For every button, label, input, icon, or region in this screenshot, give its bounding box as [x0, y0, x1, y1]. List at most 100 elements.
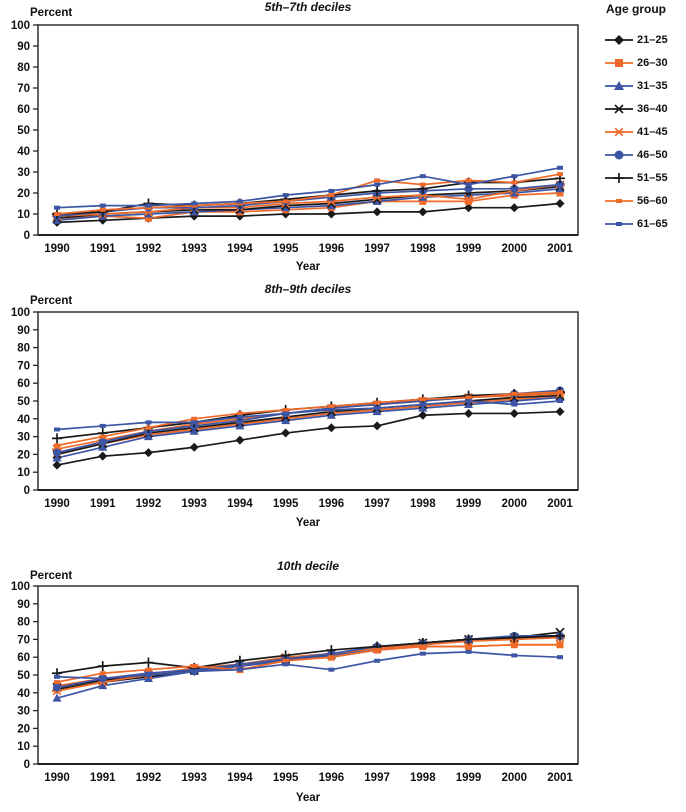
legend-item-label: 41–45	[637, 126, 668, 138]
data-point-diamond-marker	[464, 203, 474, 213]
y-tick-label: 30	[17, 432, 30, 444]
x-tick-label: 1998	[410, 772, 436, 784]
series-line	[56, 643, 560, 683]
y-tick-label: 10	[17, 741, 30, 753]
x-axis-label: Year	[295, 792, 321, 804]
x-tick-label: 1996	[319, 498, 345, 510]
series-dash	[54, 642, 563, 685]
data-point-square-marker	[556, 189, 564, 197]
x-tick-label: 1993	[181, 498, 207, 510]
x-tick-label: 1994	[227, 243, 253, 255]
series-dash	[54, 399, 563, 432]
chart-5th-7th-deciles: 0 10 20 30 40 50 60 70 80 90 100 1990 1991 1992 1993 19…	[0, 0, 600, 280]
data-point-diamond-marker	[555, 199, 565, 208]
data-point-plus-marker	[555, 630, 565, 641]
data-point-dash-marker	[557, 399, 563, 403]
data-point-diamond-marker	[418, 207, 428, 217]
data-point-diamond-marker	[143, 448, 153, 458]
x-tick-label: 1994	[227, 772, 253, 784]
y-tick-label: 0	[24, 485, 30, 497]
legend-title: Age group	[606, 2, 666, 16]
data-point-dash-marker	[145, 673, 152, 677]
data-point-dash-marker	[191, 203, 198, 208]
x-tick-label: 1991	[90, 772, 116, 784]
data-point-plus-marker	[234, 655, 245, 666]
series-line	[56, 396, 561, 456]
chart-title: 10th decile	[276, 559, 340, 573]
data-point-dash-marker	[328, 188, 335, 193]
data-point-dash-marker	[99, 423, 106, 428]
data-point-dash-marker	[465, 182, 472, 187]
data-point-dash-marker	[511, 642, 518, 647]
legend-item-label: 56–60	[637, 195, 668, 207]
data-point-diamond-marker	[418, 410, 428, 420]
data-point-dash-marker	[99, 203, 106, 208]
x-tick-label: 1998	[410, 498, 436, 510]
series-line	[56, 166, 561, 209]
x-tick-label: 2000	[501, 498, 527, 510]
data-point-dash-marker	[236, 415, 243, 420]
data-point-dash-marker	[419, 402, 426, 407]
data-point-diamond-marker	[189, 442, 199, 452]
y-tick-label: 0	[24, 759, 30, 771]
data-point-dash-marker	[99, 676, 106, 681]
data-point-dash-marker	[191, 669, 198, 674]
data-point-dash-marker	[328, 667, 335, 672]
data-point-circle-marker	[510, 184, 519, 193]
data-point-dash-marker	[54, 205, 60, 210]
data-point-dash-marker	[236, 199, 243, 204]
data-point-dash-marker	[191, 420, 198, 425]
x-tick-label: 1996	[319, 243, 345, 255]
data-point-diamond-marker	[509, 408, 519, 418]
dash-legend-swatch	[605, 222, 633, 226]
x-tick-label: 1992	[136, 243, 162, 255]
data-point-triangle-marker	[326, 201, 336, 210]
data-point-dash-marker	[145, 667, 152, 672]
data-point-plus-marker	[143, 657, 154, 668]
data-point-dash-marker	[54, 674, 60, 679]
y-tick-label: 70	[17, 360, 30, 372]
data-point-xmark-marker	[614, 104, 624, 114]
data-point-dash-marker	[145, 203, 152, 208]
data-point-diamond-marker	[326, 209, 336, 219]
y-tick-label: 20	[17, 449, 30, 461]
data-point-square-marker	[615, 59, 623, 67]
data-point-dash-marker	[145, 205, 152, 210]
x-tick-label: 1998	[410, 243, 436, 255]
data-point-triangle-marker	[326, 410, 336, 419]
data-point-dash-marker	[374, 406, 381, 411]
data-point-dash-marker	[465, 649, 472, 654]
y-tick-label: 50	[17, 396, 30, 408]
data-point-dash-marker	[328, 407, 335, 412]
series-line	[56, 183, 561, 217]
data-point-dash-marker	[191, 664, 198, 669]
chart-title: 8th–9th deciles	[264, 282, 352, 296]
data-point-dash-marker	[282, 658, 289, 663]
data-point-plus-marker	[52, 433, 62, 444]
x-tick-label: 1990	[44, 498, 70, 510]
data-point-dash-marker	[616, 199, 622, 203]
data-point-dash-marker	[557, 172, 563, 177]
series-dash	[54, 165, 563, 210]
data-point-dash-marker	[465, 644, 472, 649]
data-point-dash-marker	[54, 427, 60, 432]
y-tick-label: 20	[17, 188, 30, 200]
data-point-square-marker	[144, 214, 152, 222]
data-point-dash-marker	[374, 400, 381, 405]
data-point-triangle-marker	[143, 209, 153, 218]
legend-item-36-40: 36–40	[604, 99, 668, 119]
y-tick-label: 30	[17, 706, 30, 718]
square-legend-swatch	[605, 59, 633, 67]
plus-legend-swatch	[605, 173, 633, 183]
data-point-plus-marker	[326, 645, 337, 656]
series-dash	[54, 390, 563, 448]
data-point-triangle-marker	[98, 681, 108, 690]
data-point-asterisk-marker	[614, 127, 624, 137]
data-point-dash-marker	[419, 644, 426, 649]
data-point-dash-marker	[465, 178, 472, 183]
x-tick-label: 1991	[90, 498, 116, 510]
data-point-dash-marker	[236, 667, 243, 672]
data-point-dash-marker	[99, 434, 106, 439]
data-point-triangle-marker	[372, 196, 382, 205]
